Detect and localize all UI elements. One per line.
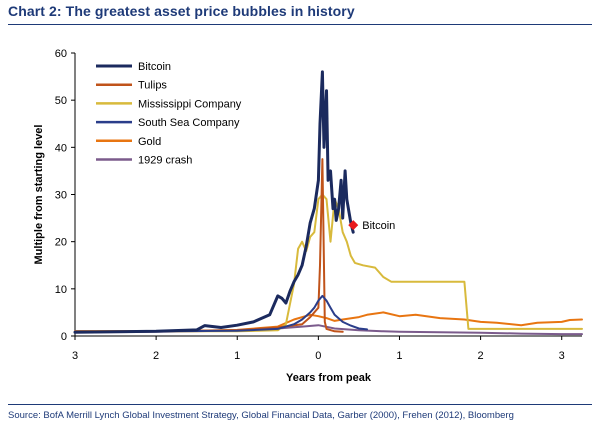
series-line-bitcoin bbox=[73, 70, 355, 334]
x-axis-title: Years from peak bbox=[286, 372, 372, 384]
y-tick-label: 20 bbox=[55, 237, 67, 249]
y-tick-label: 10 bbox=[55, 284, 67, 296]
title-divider bbox=[8, 24, 592, 25]
annotation-label: Bitcoin bbox=[362, 220, 395, 232]
legend-label-1929-crash: 1929 crash bbox=[138, 155, 192, 167]
x-tick-label: 2 bbox=[153, 350, 159, 362]
y-axis-title: Multiple from starting level bbox=[33, 125, 45, 265]
series-line-south-sea-company bbox=[74, 294, 368, 333]
x-tick-label: 3 bbox=[72, 350, 78, 362]
x-tick-label: 3 bbox=[559, 350, 565, 362]
series-line-mississippi-company bbox=[74, 193, 583, 333]
legend-label-mississippi-company: Mississippi Company bbox=[138, 98, 242, 110]
source-note: Source: BofA Merrill Lynch Global Invest… bbox=[8, 410, 514, 421]
x-tick-label: 2 bbox=[478, 350, 484, 362]
y-tick-label: 40 bbox=[55, 142, 67, 154]
legend-label-bitcoin: Bitcoin bbox=[138, 61, 171, 73]
legend: Bitcoin Tulips Mississippi Company South Se… bbox=[96, 61, 242, 167]
x-tick-label: 1 bbox=[234, 350, 240, 362]
x-tick-label: 1 bbox=[396, 350, 402, 362]
legend-label-gold: Gold bbox=[138, 136, 161, 148]
series-layer bbox=[73, 70, 583, 336]
annotation-marker-diamond bbox=[348, 220, 359, 231]
chart-title: Chart 2: The greatest asset price bubble… bbox=[8, 3, 355, 19]
source-divider bbox=[8, 404, 592, 405]
legend-label-tulips: Tulips bbox=[138, 80, 167, 92]
legend-label-south-sea-company: South Sea Company bbox=[138, 117, 240, 129]
y-tick-label: 30 bbox=[55, 190, 67, 202]
y-tick-label: 50 bbox=[55, 95, 67, 107]
y-tick-label: 60 bbox=[55, 48, 67, 60]
annotations: Bitcoin bbox=[348, 220, 395, 232]
series-line-tulips bbox=[74, 158, 344, 333]
x-tick-label: 0 bbox=[315, 350, 321, 362]
y-tick-label: 0 bbox=[61, 331, 67, 343]
